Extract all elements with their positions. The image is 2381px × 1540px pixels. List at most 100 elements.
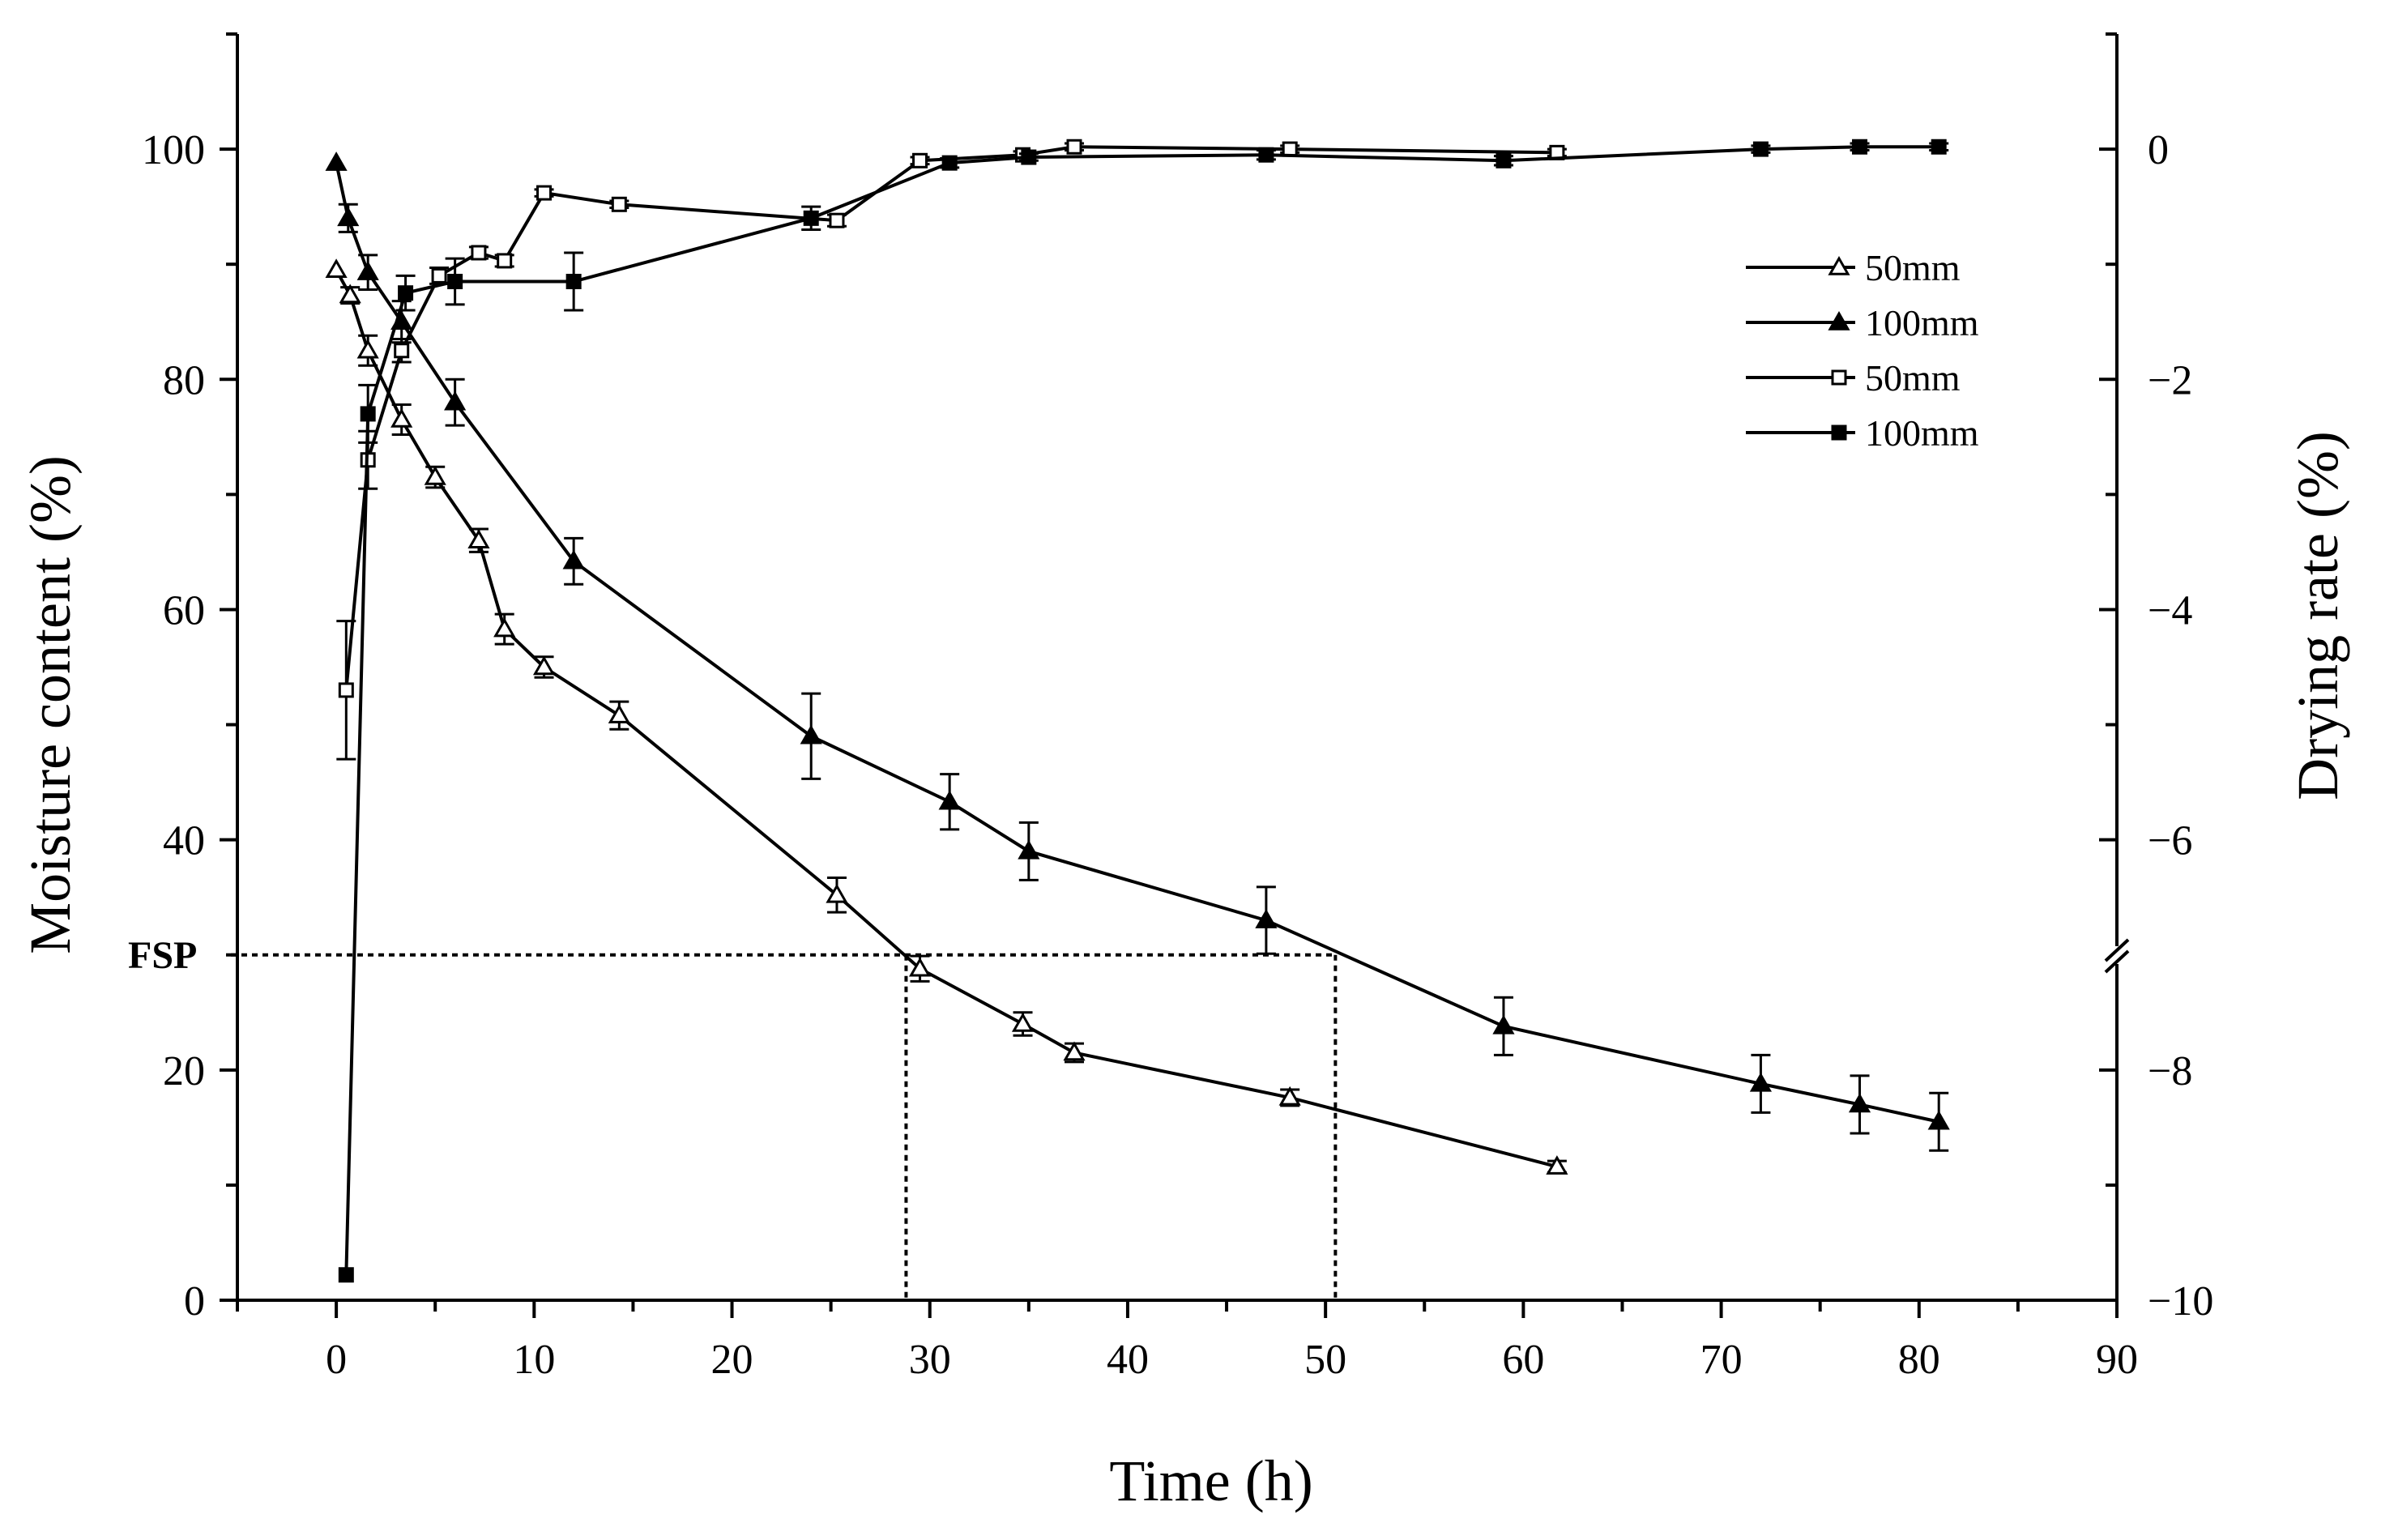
data-point	[1828, 310, 1850, 331]
legend: 50mm 100mm 50mm 100mm	[1746, 247, 1979, 454]
data-point	[941, 155, 958, 171]
data-point	[1066, 139, 1082, 155]
series-50mm-right-axis	[336, 139, 1567, 761]
y-right-tick-label: −10	[2148, 1278, 2213, 1325]
data-point	[912, 152, 928, 169]
data-point	[467, 529, 490, 548]
data-point	[1278, 1086, 1301, 1106]
data-point	[356, 339, 379, 359]
series-line	[335, 162, 1939, 1124]
x-tick-label: 60	[1502, 1337, 1544, 1383]
x-tick-label: 0	[326, 1337, 347, 1383]
data-point	[1011, 1012, 1035, 1032]
legend-label: 100mm	[1865, 302, 1979, 343]
series-100mm-left-axis	[325, 151, 1950, 1152]
data-point	[338, 682, 354, 698]
data-point	[829, 212, 845, 228]
data-point	[1282, 141, 1298, 157]
legend-label: 100mm	[1865, 412, 1979, 454]
legend-label: 50mm	[1865, 357, 1961, 399]
fsp-label: FSP	[128, 934, 197, 977]
x-tick-label: 90	[2096, 1337, 2138, 1383]
data-point	[1255, 909, 1278, 928]
y-left-tick-label: 20	[163, 1048, 205, 1094]
data-point	[908, 957, 932, 977]
data-point	[826, 883, 848, 903]
data-point	[325, 258, 348, 279]
data-point	[398, 285, 414, 301]
y-left-tick-label: 40	[163, 818, 205, 864]
series-line	[344, 145, 1939, 1275]
series-line	[335, 269, 1558, 1169]
fsp-guides	[231, 953, 1338, 1300]
data-point	[339, 284, 361, 304]
data-point	[1749, 1072, 1773, 1092]
y-left-tick-label: 80	[163, 357, 205, 403]
y-right-axis-break	[2104, 938, 2130, 962]
x-tick-label: 40	[1107, 1337, 1149, 1383]
data-point	[1063, 1041, 1086, 1061]
data-point	[424, 466, 446, 485]
x-tick-label: 50	[1304, 1337, 1346, 1383]
y-right-tick-label: −4	[2148, 587, 2192, 633]
x-tick-label: 20	[711, 1337, 753, 1383]
y-right-tick-label: −2	[2148, 357, 2192, 403]
data-point	[360, 406, 376, 422]
data-point	[608, 704, 630, 723]
y-left-tick-label: 0	[184, 1278, 205, 1325]
series-50mm-left-axis	[325, 258, 1568, 1175]
data-point	[1752, 141, 1769, 157]
x-tick-label: 30	[909, 1337, 951, 1383]
data-point	[1496, 152, 1512, 169]
y-left-tick-label: 100	[142, 127, 205, 173]
series-group	[325, 139, 1950, 1283]
data-point	[1546, 1155, 1568, 1175]
data-point	[337, 207, 360, 227]
data-point	[938, 790, 961, 810]
data-point	[1831, 369, 1847, 386]
data-point	[532, 655, 556, 676]
data-point	[536, 185, 553, 201]
data-point	[447, 273, 463, 289]
x-axis-title: Time (h)	[1109, 1448, 1312, 1513]
y-left-tick-label: 60	[163, 587, 205, 633]
y-right-tick-label: −6	[2148, 818, 2192, 864]
plot-frame	[236, 34, 2130, 1302]
axis-ticks: 0 10 20 30 40 50 60 70 80 90 0 20 40 60 80 100 0 −2 −4 −6 −8…	[142, 32, 2213, 1383]
data-point	[1828, 255, 1850, 275]
data-point	[471, 245, 487, 261]
data-point	[444, 390, 467, 411]
data-point	[1021, 149, 1037, 165]
data-point	[390, 407, 413, 428]
data-point	[394, 343, 410, 359]
data-point	[325, 151, 348, 171]
data-point	[1831, 424, 1847, 441]
data-point	[493, 617, 516, 638]
data-point	[338, 1267, 354, 1283]
y-right-tick-label: 0	[2148, 127, 2169, 173]
legend-label: 50mm	[1865, 247, 1961, 288]
y-right-axis-break	[2104, 949, 2130, 974]
data-point	[1018, 839, 1040, 860]
data-point	[1492, 1014, 1515, 1034]
x-tick-label: 10	[513, 1337, 555, 1383]
y-right-tick-label: −8	[2148, 1048, 2192, 1094]
y-right-axis-title: Drying rate (%)	[2285, 431, 2350, 800]
data-point	[803, 210, 819, 226]
data-point	[431, 267, 447, 284]
data-point	[1927, 1110, 1950, 1130]
data-point	[611, 196, 627, 212]
series-line	[344, 145, 1557, 691]
data-point	[1931, 139, 1947, 155]
series-100mm-right-axis	[338, 139, 1949, 1283]
data-point	[1848, 1093, 1871, 1113]
x-tick-label: 80	[1898, 1337, 1940, 1383]
data-point	[800, 724, 822, 744]
data-point	[562, 549, 585, 570]
data-point	[1852, 139, 1868, 155]
y-left-axis-title: Moisture content (%)	[18, 455, 83, 954]
data-point	[565, 273, 582, 289]
data-point	[497, 253, 513, 269]
data-point	[1258, 147, 1274, 163]
